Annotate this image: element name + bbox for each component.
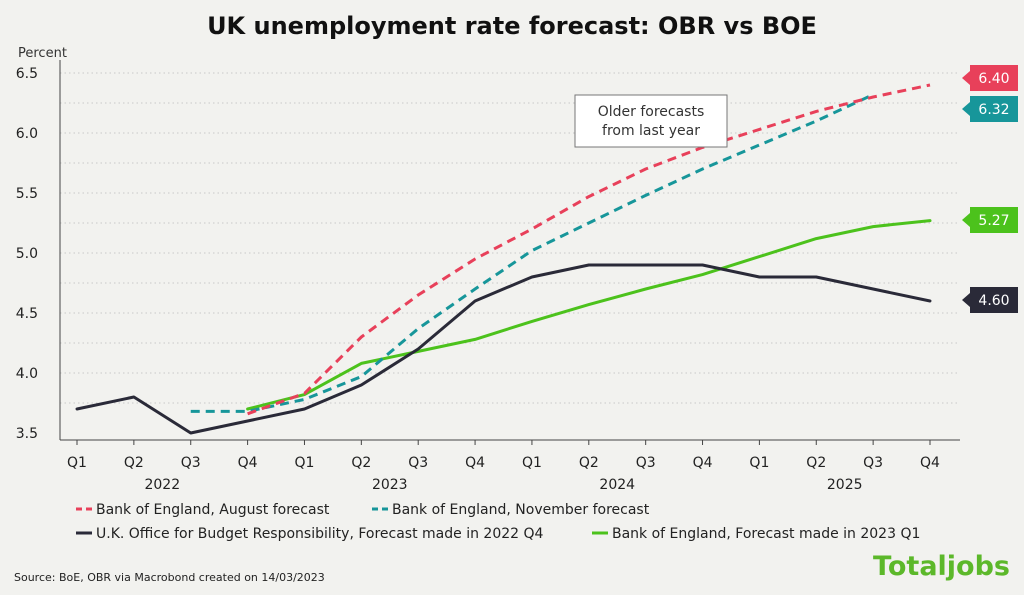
y-tick-label: 5.5 bbox=[16, 186, 38, 202]
x-tick-label: Q2 bbox=[806, 455, 826, 471]
series-lines bbox=[75, 83, 932, 435]
legend-item: Bank of England, November forecast bbox=[372, 502, 650, 518]
end-value-callouts: 6.40 6.32 5.27 4.60 bbox=[962, 65, 1018, 313]
x-tick-label: Q1 bbox=[67, 455, 87, 471]
end-value-callout: 6.40 bbox=[962, 65, 1018, 91]
legend-item: Bank of England, August forecast bbox=[76, 502, 330, 518]
callout-box bbox=[962, 65, 1018, 91]
x-tick-label: Q2 bbox=[579, 455, 599, 471]
callout-box bbox=[962, 96, 1018, 122]
year-label: 2023 bbox=[372, 477, 408, 493]
x-tick-label: Q4 bbox=[465, 455, 485, 471]
callout-value: 6.32 bbox=[978, 102, 1009, 118]
callout-value: 4.60 bbox=[978, 293, 1009, 309]
y-tick-labels: 3.5 4.0 4.5 5.0 5.5 6.0 6.5 bbox=[16, 66, 38, 442]
y-tick-label: 6.5 bbox=[16, 66, 38, 82]
chart-title: UK unemployment rate forecast: OBR vs BO… bbox=[207, 12, 817, 40]
x-tick-label: Q1 bbox=[749, 455, 769, 471]
legend-label: Bank of England, August forecast bbox=[96, 502, 330, 518]
legend-label: Bank of England, November forecast bbox=[392, 502, 650, 518]
callout-value: 6.40 bbox=[978, 71, 1009, 87]
legend: Bank of England, August forecast Bank of … bbox=[76, 502, 920, 542]
source-note: Source: BoE, OBR via Macrobond created o… bbox=[14, 571, 325, 584]
x-tick-label: Q3 bbox=[408, 455, 428, 471]
year-label: 2025 bbox=[827, 477, 863, 493]
x-tick-label: Q4 bbox=[920, 455, 940, 471]
series-line bbox=[75, 263, 932, 435]
axes bbox=[59, 60, 960, 441]
x-tick-label: Q1 bbox=[522, 455, 542, 471]
end-value-callout: 5.27 bbox=[962, 207, 1018, 233]
y-axis-label: Percent bbox=[18, 46, 67, 61]
x-tick-label: Q4 bbox=[693, 455, 713, 471]
annotation-line-1: Older forecasts bbox=[598, 104, 705, 120]
x-tick-label: Q4 bbox=[238, 455, 258, 471]
x-tick-label: Q3 bbox=[636, 455, 656, 471]
x-tick-label: Q2 bbox=[351, 455, 371, 471]
year-label: 2022 bbox=[144, 477, 180, 493]
callout-value: 5.27 bbox=[978, 213, 1009, 229]
end-value-callout: 6.32 bbox=[962, 96, 1018, 122]
year-label: 2024 bbox=[599, 477, 635, 493]
y-tick-label: 6.0 bbox=[16, 126, 38, 142]
y-tick-label: 5.0 bbox=[16, 246, 38, 262]
x-tick-label: Q1 bbox=[294, 455, 314, 471]
annotation-box bbox=[574, 94, 728, 148]
y-tick-label: 4.5 bbox=[16, 306, 38, 322]
older-forecasts-annotation: Older forecasts from last year bbox=[574, 94, 728, 148]
annotation-line-2: from last year bbox=[602, 123, 700, 139]
x-tick-label: Q3 bbox=[181, 455, 201, 471]
legend-label: U.K. Office for Budget Responsibility, F… bbox=[96, 526, 544, 542]
totaljobs-logo: Totaljobs bbox=[873, 551, 1010, 582]
legend-item: U.K. Office for Budget Responsibility, F… bbox=[76, 526, 544, 542]
callout-box bbox=[962, 287, 1018, 313]
year-labels: 2022 2023 2024 2025 bbox=[144, 477, 862, 493]
end-value-callout: 4.60 bbox=[962, 287, 1018, 313]
y-tick-label: 3.5 bbox=[16, 426, 38, 442]
gridlines bbox=[60, 72, 960, 404]
x-tick-label: Q3 bbox=[863, 455, 883, 471]
legend-item: Bank of England, Forecast made in 2023 Q… bbox=[592, 526, 920, 542]
y-tick-label: 4.0 bbox=[16, 366, 38, 382]
series-line bbox=[246, 219, 932, 411]
legend-label: Bank of England, Forecast made in 2023 Q… bbox=[612, 526, 920, 542]
x-tick-label: Q2 bbox=[124, 455, 144, 471]
series-line bbox=[247, 83, 931, 416]
x-tick-labels: Q1 Q2 Q3 Q4 Q1 Q2 Q3 Q4 Q1 Q2 Q3 Q4 Q1 Q2 Q3 Q4 bbox=[67, 440, 940, 471]
callout-box bbox=[962, 207, 1018, 233]
